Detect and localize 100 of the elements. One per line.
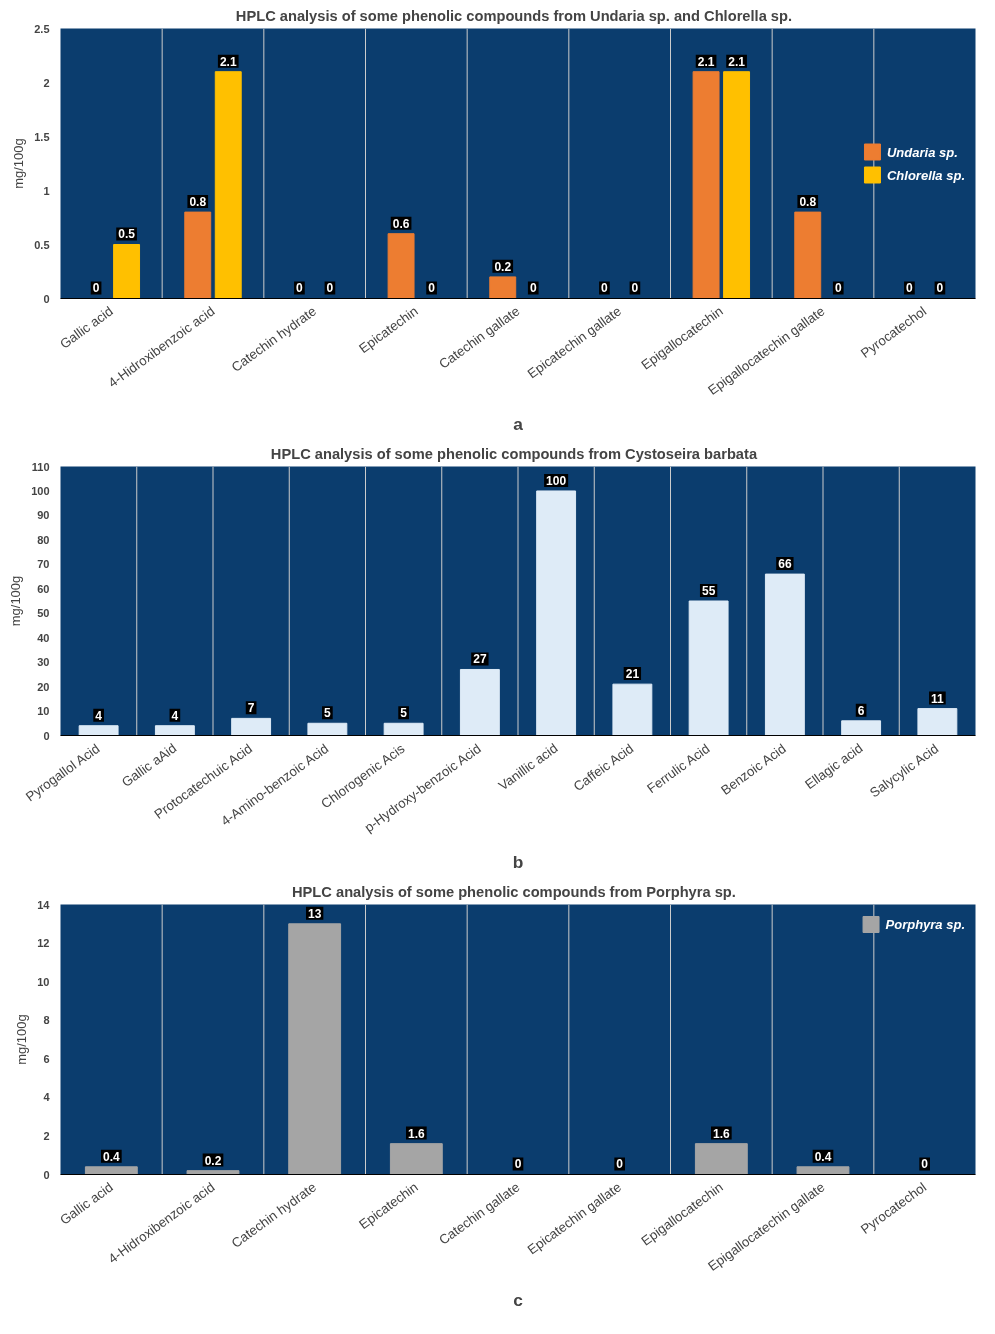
y-tick-label: 90 xyxy=(37,509,50,522)
y-tick-label: 0.5 xyxy=(34,238,50,251)
bar xyxy=(841,720,882,736)
data-label: 0.4 xyxy=(814,1149,832,1164)
data-label: 0 xyxy=(529,281,537,296)
bar xyxy=(794,211,822,299)
y-tick-label: 50 xyxy=(37,607,50,620)
y-tick-label: 10 xyxy=(37,705,50,718)
bar xyxy=(154,725,195,736)
y-tick-label: 60 xyxy=(37,582,50,595)
y-tick-label: 110 xyxy=(31,460,50,473)
y-tick-label: 4 xyxy=(43,1091,51,1104)
bar xyxy=(536,490,577,736)
y-tick-label: 2.5 xyxy=(34,22,50,35)
data-label: 0 xyxy=(834,281,842,296)
data-label: 0 xyxy=(296,281,304,296)
data-label: 0 xyxy=(514,1157,522,1172)
text: c xyxy=(513,1289,524,1310)
bar xyxy=(231,717,272,736)
data-label: 0.8 xyxy=(189,195,207,210)
y-tick-label: 70 xyxy=(37,558,50,571)
data-label: 0 xyxy=(921,1157,929,1172)
y-tick-label: 30 xyxy=(37,656,50,669)
y-tick-label: 40 xyxy=(37,631,50,644)
bar xyxy=(78,725,119,736)
data-label: 21 xyxy=(625,667,640,682)
bar xyxy=(917,708,958,736)
legend-label: Porphyra sp. xyxy=(885,916,965,932)
y-tick-label: 0 xyxy=(43,292,50,305)
y-tick-label: 12 xyxy=(37,937,50,950)
data-label: 0.6 xyxy=(392,216,410,231)
y-tick-label: 14 xyxy=(37,898,51,911)
bar xyxy=(288,923,342,1175)
data-label: 0 xyxy=(936,281,944,296)
data-label: 0.2 xyxy=(494,259,512,274)
bar xyxy=(389,1143,443,1175)
data-label: 2.1 xyxy=(219,54,237,69)
data-label: 4 xyxy=(171,708,179,723)
y-tick-label: 10 xyxy=(37,975,50,988)
y-axis-title: mg/100g xyxy=(14,1014,30,1065)
data-label: 100 xyxy=(546,473,567,488)
bar xyxy=(723,71,751,299)
data-label: 5 xyxy=(324,706,332,721)
bar xyxy=(84,1166,138,1175)
data-label: 5 xyxy=(400,706,408,721)
bar xyxy=(184,211,212,299)
legend-label: Undaria sp. xyxy=(886,144,958,159)
bar xyxy=(113,244,141,299)
y-tick-label: 1.5 xyxy=(34,130,50,143)
data-label: 1.6 xyxy=(407,1126,425,1141)
bar xyxy=(796,1166,850,1175)
y-tick-label: 2 xyxy=(43,1129,50,1142)
data-label: 0.4 xyxy=(102,1149,120,1164)
bar xyxy=(764,573,805,736)
data-label: 0 xyxy=(616,1157,624,1172)
data-label: 11 xyxy=(931,691,945,706)
bar xyxy=(459,668,500,736)
y-tick-label: 1 xyxy=(43,184,50,197)
y-axis-title: mg/100g xyxy=(11,138,27,189)
data-label: 2.1 xyxy=(697,54,715,69)
y-tick-label: 2 xyxy=(43,76,50,89)
bar xyxy=(694,1143,748,1175)
data-label: 4 xyxy=(95,708,103,723)
bar xyxy=(688,600,729,736)
data-label: 0 xyxy=(601,281,609,296)
text: b xyxy=(512,851,524,872)
y-tick-label: 6 xyxy=(43,1052,50,1065)
bar xyxy=(307,722,348,736)
data-label: 7 xyxy=(247,701,255,716)
bar xyxy=(489,276,517,299)
legend-label: Chlorella sp. xyxy=(886,167,965,182)
data-label: 0.2 xyxy=(204,1153,222,1168)
data-label: 55 xyxy=(701,583,716,598)
data-label: 0 xyxy=(326,281,334,296)
data-label: 0 xyxy=(92,281,100,296)
y-tick-label: 0 xyxy=(43,1168,50,1181)
data-label: 13 xyxy=(307,906,322,921)
data-label: 27 xyxy=(473,652,487,667)
bar xyxy=(214,71,242,299)
data-label: 0.8 xyxy=(799,195,817,210)
y-tick-label: 0 xyxy=(43,729,50,742)
data-label: 0.5 xyxy=(118,227,136,242)
bar xyxy=(692,71,720,299)
data-label: 0 xyxy=(428,281,436,296)
chart-title: HPLC analysis of some phenolic compounds from Undaria sp. and Chlorella sp. xyxy=(235,7,793,24)
chart-title: HPLC analysis of some phenolic compounds from Porphyra sp. xyxy=(292,883,736,900)
y-tick-label: 100 xyxy=(31,484,50,497)
bar xyxy=(612,683,653,736)
data-label: 0 xyxy=(631,281,639,296)
data-label: 0 xyxy=(906,281,914,296)
bar xyxy=(186,1170,240,1175)
bar xyxy=(387,233,415,299)
y-tick-label: 20 xyxy=(37,680,50,693)
chart-title: HPLC analysis of some phenolic compounds from Cystoseira barbata xyxy=(270,445,758,462)
bar xyxy=(383,722,424,736)
data-label: 66 xyxy=(778,557,792,572)
y-tick-label: 8 xyxy=(43,1014,50,1027)
data-label: 6 xyxy=(857,703,865,718)
data-label: 1.6 xyxy=(712,1126,730,1141)
y-tick-label: 80 xyxy=(37,533,50,546)
